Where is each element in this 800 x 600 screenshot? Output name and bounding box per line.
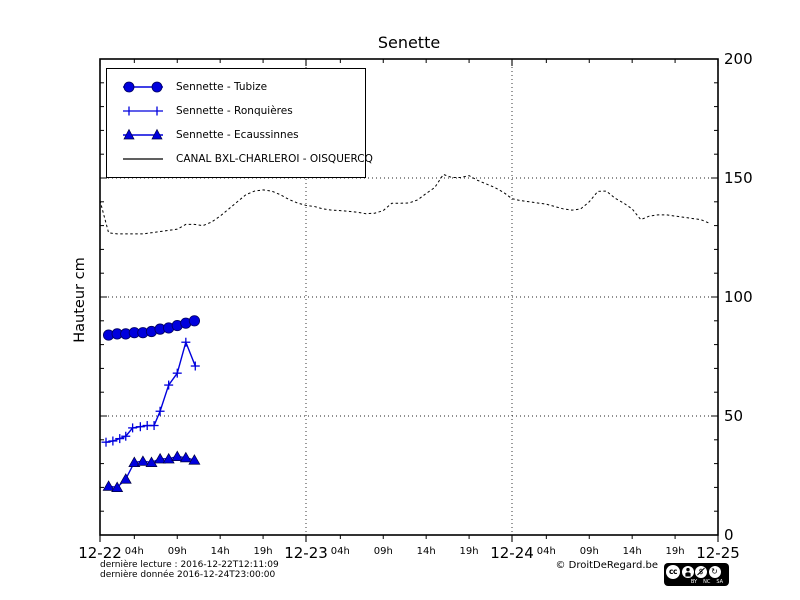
x-axis-day-label: 12-22 — [78, 544, 122, 562]
cc-license-badge: cc $ ↻ BY NC SA — [664, 563, 729, 586]
y-axis-tick-label: 100 — [724, 288, 753, 306]
cc-sa-arrow-icon: ↻ — [708, 565, 721, 578]
data-point-circle — [188, 315, 201, 327]
cc-by-person-icon — [681, 565, 694, 578]
copyright-text: © DroitDeRegard.be — [555, 560, 658, 571]
y-axis-tick-label: 150 — [724, 169, 753, 187]
x-axis-hour-label: 09h — [168, 546, 187, 557]
data-point-triangle — [154, 452, 167, 464]
x-axis-hour-label: 14h — [623, 546, 642, 557]
y-axis-tick-label: 50 — [724, 407, 743, 425]
data-point-triangle — [162, 452, 175, 464]
cc-by-label: BY — [690, 579, 698, 585]
legend: Sennette - Tubize Sennette - Ronquières … — [106, 68, 373, 178]
data-point-triangle — [136, 455, 149, 466]
x-axis-hour-label: 04h — [537, 546, 556, 557]
line-marker-icon — [123, 158, 163, 160]
x-axis-hour-label: 19h — [460, 546, 479, 557]
chart-title: Senette — [377, 33, 441, 52]
data-point-triangle — [102, 480, 115, 491]
y-axis-label: Hauteur cm — [72, 257, 88, 343]
x-axis-day-label: 12-24 — [490, 544, 534, 562]
data-point-triangle — [171, 450, 184, 462]
circle-marker-icon — [123, 81, 163, 93]
last-data-text: dernière donnée 2016-12-24T23:00:00 — [100, 570, 276, 580]
plus-marker-icon — [123, 106, 163, 116]
data-point-triangle — [145, 456, 158, 467]
x-axis-hour-label: 09h — [374, 546, 393, 557]
cc-logo-icon: cc — [666, 564, 680, 579]
data-point-triangle — [188, 454, 201, 465]
x-axis-day-label: 12-25 — [696, 544, 740, 562]
series-line-1 — [105, 340, 196, 443]
cc-nc-dollar-icon: $ — [695, 565, 707, 578]
triangle-marker-icon — [123, 128, 163, 140]
x-axis-hour-label: 19h — [666, 546, 685, 557]
cc-sa-label: SA — [716, 579, 723, 585]
legend-label: Sennette - Ecaussinnes — [176, 129, 299, 141]
y-axis-tick-label: 200 — [724, 50, 753, 68]
legend-item-ronquieres: Sennette - Ronquières — [107, 104, 365, 118]
data-point-triangle — [179, 451, 192, 463]
last-reading-text: dernière lecture : 2016-12-22T12:11:09 — [100, 560, 279, 570]
cc-nc-label: NC — [703, 579, 711, 585]
legend-label: Sennette - Tubize — [176, 81, 268, 93]
series-line-3 — [99, 173, 710, 235]
legend-item-ecaussinnes: Sennette - Ecaussinnes — [107, 128, 365, 142]
legend-item-canal: CANAL BXL-CHARLEROI - OISQUERCQ — [107, 152, 373, 166]
data-point-triangle — [119, 473, 132, 484]
x-axis-hour-label: 04h — [331, 546, 350, 557]
legend-label: CANAL BXL-CHARLEROI - OISQUERCQ — [176, 153, 373, 165]
data-point-triangle — [111, 481, 124, 492]
x-axis-hour-label: 04h — [125, 546, 144, 557]
x-axis-day-label: 12-23 — [284, 544, 328, 562]
x-axis-hour-label: 14h — [417, 546, 436, 557]
x-axis-hour-label: 09h — [580, 546, 599, 557]
cc-icon-row: cc $ ↻ — [666, 564, 727, 579]
legend-item-tubize: Sennette - Tubize — [107, 80, 365, 94]
y-axis-tick-label: 0 — [724, 526, 734, 544]
x-axis-hour-label: 14h — [211, 546, 230, 557]
x-axis-hour-label: 19h — [254, 546, 273, 557]
footnotes: dernière lecture : 2016-12-22T12:11:09 d… — [100, 560, 279, 580]
data-point-triangle — [128, 456, 141, 467]
legend-label: Sennette - Ronquières — [176, 105, 293, 117]
cc-labels-row: BY NC SA — [666, 579, 727, 585]
